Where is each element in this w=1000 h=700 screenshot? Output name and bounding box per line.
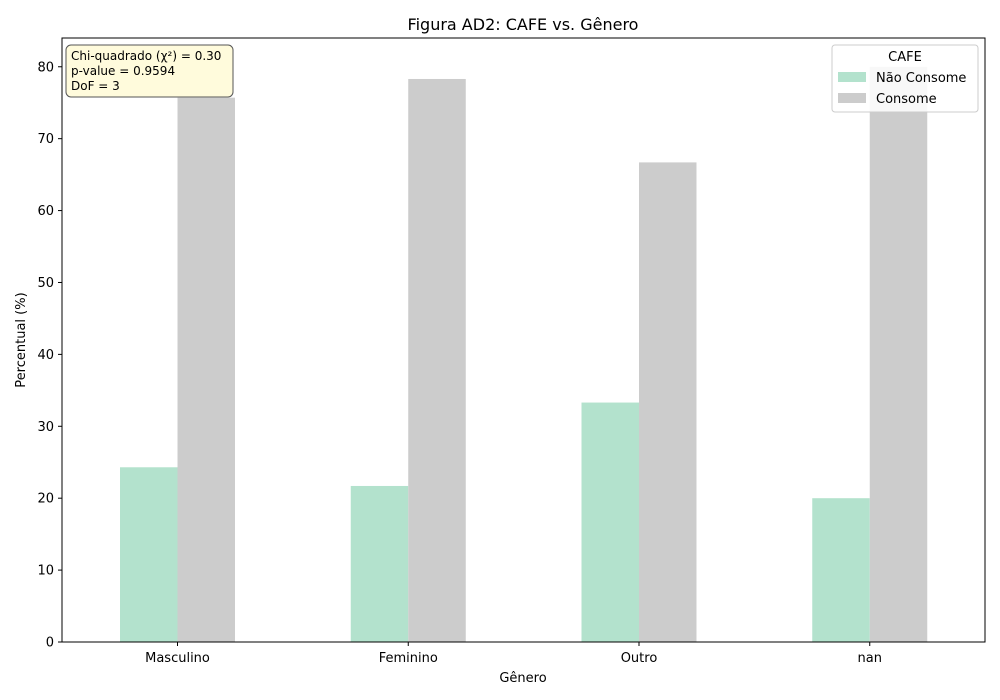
bar-nao-consome-feminino	[350, 485, 409, 642]
stats-line-dof: DoF = 3	[71, 79, 120, 93]
y-tick-label: 0	[46, 636, 54, 651]
stats-annotation: Chi-quadrado (χ²) = 0.30 p-value = 0.959…	[65, 44, 234, 98]
x-tick-label-outro: Outro	[621, 651, 658, 666]
x-tick-label-masculino: Masculino	[145, 651, 210, 666]
y-tick-label: 60	[37, 204, 54, 219]
x-axis-label: Gênero	[499, 671, 546, 686]
bar-consome-masculino	[177, 97, 235, 642]
bar-nao-consome-outro	[581, 402, 639, 642]
bar-nao-consome-masculino	[120, 467, 178, 642]
legend-swatch-nao-consome	[838, 72, 866, 82]
bar-consome-feminino	[408, 78, 466, 642]
stats-line-pvalue: p-value = 0.9594	[71, 64, 175, 78]
y-tick-label: 70	[37, 132, 54, 147]
bars-layer	[120, 66, 928, 642]
bar-consome-nan	[869, 66, 928, 642]
y-tick-label: 40	[37, 348, 54, 363]
y-tick-label: 30	[37, 420, 54, 435]
legend-box	[831, 44, 979, 113]
legend-label-consome: Consome	[876, 92, 937, 107]
x-axis: Masculino Feminino Outro nan	[145, 642, 882, 666]
plot-frame	[61, 37, 986, 643]
chart-title: Figura AD2: CAFE vs. Gênero	[408, 15, 639, 34]
bar-consome-outro	[639, 162, 697, 642]
x-tick-label-nan: nan	[858, 651, 882, 666]
legend-title: CAFE	[888, 50, 922, 65]
y-tick-label: 20	[37, 492, 54, 507]
legend-swatch-consome	[838, 93, 866, 103]
y-tick-label: 10	[37, 564, 54, 579]
legend-label-nao-consome: Não Consome	[876, 71, 966, 86]
bar-nao-consome-nan	[812, 498, 870, 642]
y-axis: 0 10 20 30 40 50 60 70 80	[37, 60, 62, 651]
y-tick-label: 80	[37, 60, 54, 75]
x-tick-label-feminino: Feminino	[379, 651, 438, 666]
stats-annotation-box	[65, 44, 234, 98]
y-tick-label: 50	[37, 276, 54, 291]
stats-line-chi: Chi-quadrado (χ²) = 0.30	[71, 49, 221, 63]
y-axis-label: Percentual (%)	[14, 292, 29, 387]
legend: CAFE Não Consome Consome	[831, 44, 979, 113]
